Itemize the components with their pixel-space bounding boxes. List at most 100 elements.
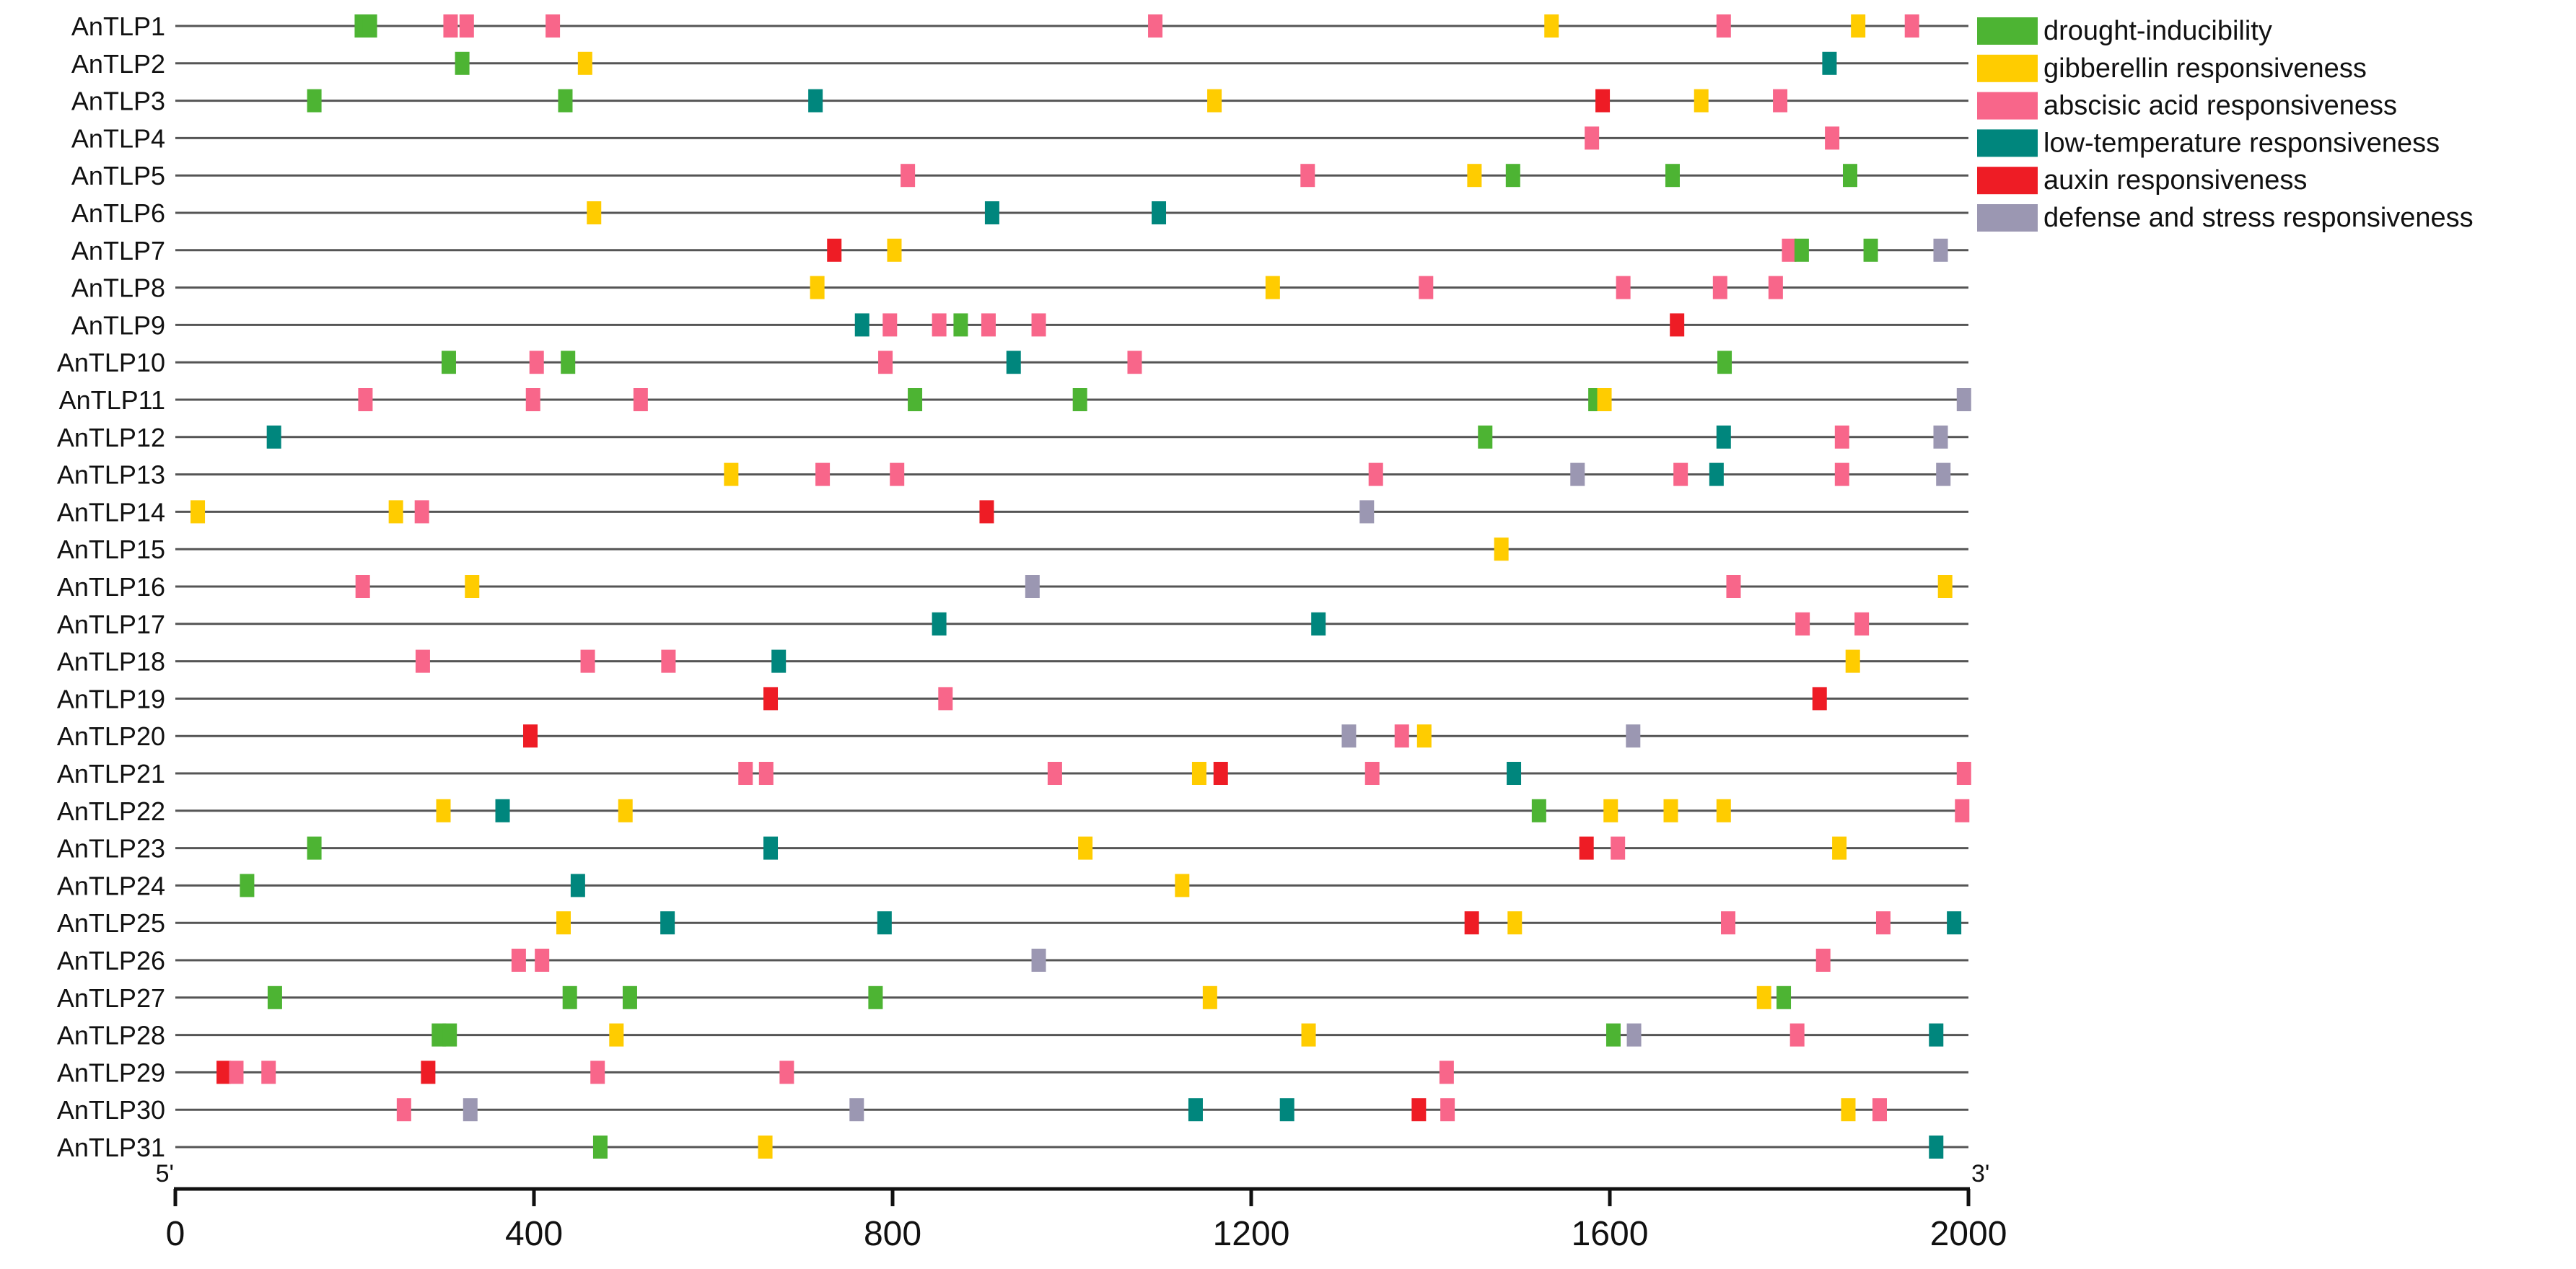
element-box-lowtemp: [1716, 425, 1731, 449]
gene-label: AnTLP18: [57, 647, 165, 677]
element-box-abscisic: [779, 1061, 794, 1084]
gene-label: AnTLP8: [71, 273, 165, 303]
element-box-gibberellin: [577, 51, 592, 75]
element-box-auxin: [523, 724, 538, 748]
element-box-abscisic: [981, 313, 996, 337]
element-box-drought: [1478, 425, 1493, 449]
element-box-abscisic: [1955, 799, 1970, 822]
element-box-auxin: [979, 500, 994, 524]
element-box-gibberellin: [1467, 164, 1482, 188]
gene-row: AnTLP9: [71, 310, 1968, 340]
element-box-auxin: [763, 687, 779, 711]
element-box-gibberellin: [1191, 762, 1206, 785]
element-box-defense: [463, 1098, 478, 1122]
element-box-drought: [1505, 164, 1520, 188]
element-box-lowtemp: [495, 799, 510, 822]
element-box-lowtemp: [1929, 1136, 1944, 1159]
element-box-auxin: [421, 1061, 436, 1084]
element-box-gibberellin: [1756, 985, 1771, 1009]
element-box-abscisic: [1419, 276, 1434, 299]
element-box-abscisic: [229, 1061, 244, 1084]
element-box-lowtemp: [854, 313, 869, 337]
element-box-lowtemp: [1279, 1098, 1294, 1122]
element-box-lowtemp: [808, 89, 823, 113]
element-box-gibberellin: [1202, 985, 1217, 1009]
element-box-abscisic: [1716, 14, 1731, 38]
element-box-lowtemp: [660, 911, 675, 935]
element-box-lowtemp: [877, 911, 892, 935]
element-box-defense: [1359, 500, 1375, 524]
x-tick-label: 0: [166, 1215, 185, 1253]
element-box-abscisic: [355, 575, 370, 598]
element-box-defense: [1626, 724, 1641, 748]
element-box-abscisic: [1440, 1098, 1455, 1122]
element-box-abscisic: [1815, 949, 1831, 972]
element-box-defense: [1933, 425, 1948, 449]
gene-row: AnTLP12: [57, 423, 1968, 452]
element-box-gibberellin: [887, 238, 902, 262]
gene-label: AnTLP19: [57, 684, 165, 713]
x-tick-label: 400: [505, 1215, 563, 1253]
element-box-gibberellin: [1078, 836, 1093, 860]
gene-row: AnTLP1: [71, 12, 1968, 41]
element-box-abscisic: [882, 313, 898, 337]
legend-swatch: [1977, 204, 2038, 232]
gene-label: AnTLP14: [57, 497, 165, 527]
element-box-abscisic: [525, 388, 540, 411]
element-box-gibberellin: [758, 1136, 773, 1159]
element-box-abscisic: [1047, 762, 1062, 785]
element-box-drought: [1605, 1023, 1621, 1047]
element-box-auxin: [827, 238, 842, 262]
element-box-gibberellin: [1603, 799, 1618, 822]
x-tick-label: 1600: [1572, 1215, 1649, 1253]
gene-label: AnTLP3: [71, 87, 165, 116]
gene-row: AnTLP14: [57, 497, 1968, 527]
element-box-gibberellin: [1175, 874, 1190, 897]
element-box-gibberellin: [1416, 724, 1432, 748]
gene-label: AnTLP21: [57, 759, 165, 789]
gene-row: AnTLP2: [71, 49, 1968, 79]
element-box-abscisic: [1834, 425, 1849, 449]
element-box-gibberellin: [1716, 799, 1731, 822]
legend-item-gibberellin: gibberellin responsiveness: [1977, 53, 2367, 84]
element-box-abscisic: [1611, 836, 1626, 860]
element-box-drought: [1717, 351, 1732, 374]
gene-label: AnTLP10: [57, 348, 165, 377]
legend-label: drought-inducibility: [2043, 16, 2272, 46]
gene-label: AnTLP1: [71, 12, 165, 41]
element-box-drought: [1665, 164, 1680, 188]
gene-label: AnTLP13: [57, 460, 165, 490]
five-prime-label: 5': [156, 1160, 174, 1187]
element-box-abscisic: [1148, 14, 1163, 38]
gene-label: AnTLP17: [57, 610, 165, 639]
element-box-drought: [307, 89, 322, 113]
element-box-abscisic: [443, 14, 458, 38]
element-box-drought: [442, 1023, 457, 1047]
element-box-gibberellin: [1597, 388, 1612, 411]
legend-item-abscisic: abscisic acid responsiveness: [1977, 91, 2397, 121]
element-box-gibberellin: [587, 201, 602, 224]
gene-label: AnTLP12: [57, 423, 165, 452]
element-box-defense: [1936, 462, 1951, 486]
element-box-drought: [592, 1136, 608, 1159]
element-box-abscisic: [1394, 724, 1409, 748]
element-box-abscisic: [878, 351, 893, 374]
gene-row: AnTLP25: [57, 908, 1968, 938]
gene-row: AnTLP21: [57, 759, 1971, 789]
gene-label: AnTLP7: [71, 236, 165, 265]
element-box-abscisic: [1825, 126, 1840, 150]
gene-row: AnTLP4: [71, 123, 1968, 153]
element-box-abscisic: [1585, 126, 1600, 150]
element-box-gibberellin: [1832, 836, 1847, 860]
gene-row: AnTLP24: [57, 871, 1968, 900]
element-box-abscisic: [1875, 911, 1891, 935]
element-box-auxin: [1464, 911, 1479, 935]
gene-row: AnTLP17: [57, 610, 1968, 639]
element-box-abscisic: [1782, 238, 1797, 262]
gene-label: AnTLP5: [71, 161, 165, 190]
element-box-defense: [1031, 949, 1046, 972]
element-box-lowtemp: [1311, 612, 1326, 636]
element-box-defense: [1626, 1023, 1642, 1047]
element-box-abscisic: [1300, 164, 1315, 188]
